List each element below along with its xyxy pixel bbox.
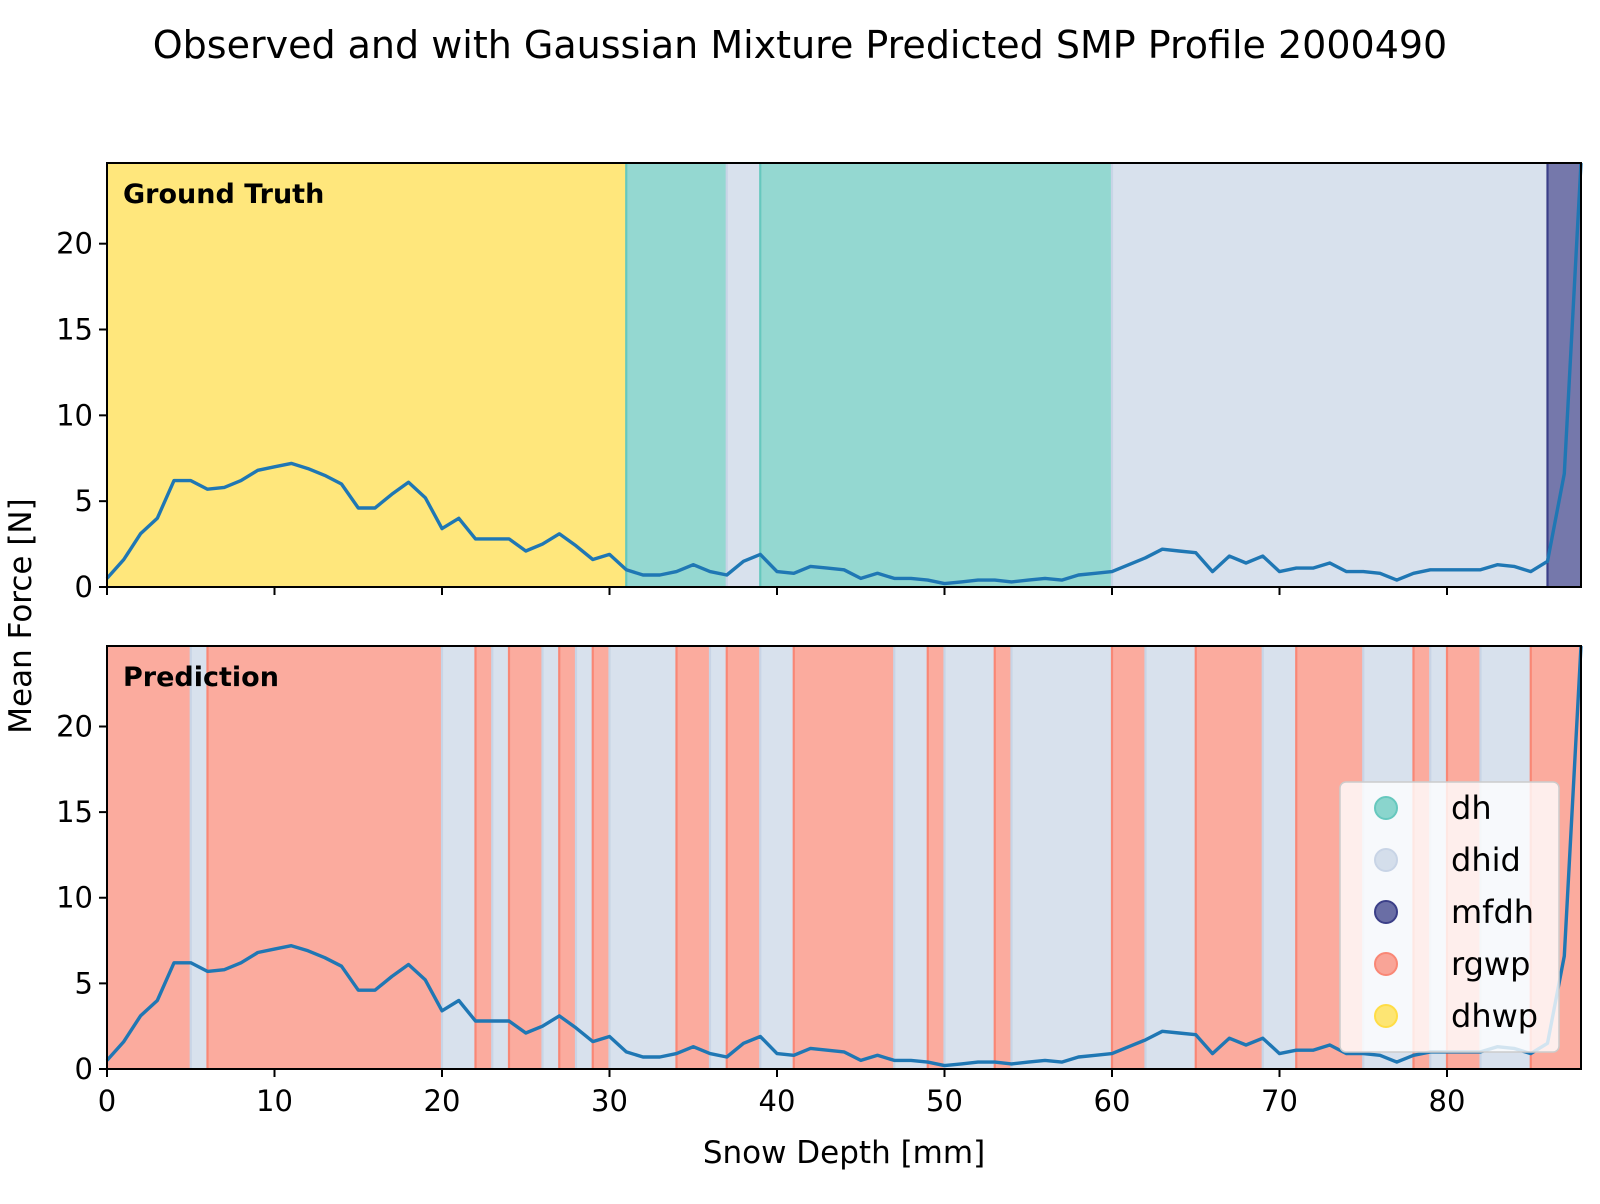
- segment-dhid: [190, 646, 208, 1069]
- legend-label-dhwp: dhwp: [1451, 997, 1538, 1035]
- chart-title: Observed and with Gaussian Mixture Predi…: [153, 23, 1448, 67]
- y-tick-label: 10: [56, 398, 93, 432]
- panel-0: 0 5 10 15 20 Ground Truth: [56, 162, 1583, 604]
- segment-rgwp: [107, 646, 191, 1069]
- segment-rgwp: [1195, 646, 1263, 1069]
- axes-frame: [106, 645, 1582, 1070]
- y-tick-label: 15: [56, 313, 93, 347]
- segment-dhid: [894, 646, 928, 1069]
- segment-dhid: [760, 646, 794, 1069]
- x-tick-label: 10: [256, 1084, 293, 1118]
- legend-marker-dh: [1374, 796, 1398, 820]
- legend-marker-dhwp: [1374, 1004, 1398, 1028]
- legend-label-mfdh: mfdh: [1451, 893, 1534, 931]
- legend-box: [1339, 781, 1560, 1053]
- segment-dh: [626, 163, 727, 587]
- legend-marker-mfdh: [1374, 900, 1398, 924]
- legend: dh dhid mfdh rgwp dhwp: [1339, 781, 1560, 1053]
- x-tick-label: 40: [759, 1084, 796, 1118]
- segment-dhid: [726, 163, 761, 587]
- y-tick-label: 0: [75, 570, 93, 604]
- y-tick-label: 5: [75, 484, 93, 518]
- panel-label: Ground Truth: [123, 179, 324, 210]
- segment-dhid: [710, 646, 727, 1069]
- x-axis-label: Snow Depth [mm]: [703, 1135, 985, 1171]
- segment-rgwp: [793, 646, 895, 1069]
- legend-marker-rgwp: [1374, 952, 1398, 976]
- segment-rgwp: [726, 646, 761, 1069]
- segment-dhid: [492, 646, 509, 1069]
- y-tick-label: 0: [75, 1052, 93, 1086]
- segment-rgwp: [559, 646, 576, 1069]
- x-tick-label: 70: [1261, 1084, 1298, 1118]
- segment-dhid: [1112, 163, 1548, 587]
- segment-dhid: [542, 646, 560, 1069]
- y-axis-label: Mean Force [N]: [3, 498, 39, 733]
- segment-rgwp: [475, 646, 493, 1069]
- segment-rgwp: [927, 646, 945, 1069]
- segment-mfdh: [1547, 163, 1581, 587]
- segment-dhid: [1145, 646, 1196, 1069]
- x-tick-label: 0: [98, 1084, 116, 1118]
- segment-dh: [760, 163, 1112, 587]
- x-tick-label: 20: [424, 1084, 461, 1118]
- segment-dhid: [442, 646, 476, 1069]
- segment-rgwp: [676, 646, 710, 1069]
- legend-label-dhid: dhid: [1451, 841, 1521, 879]
- segment-rgwp: [1112, 646, 1146, 1069]
- x-tick-label: 80: [1429, 1084, 1466, 1118]
- y-tick-label: 20: [56, 709, 93, 743]
- series-line: [105, 645, 1583, 1068]
- segment-dhid: [1262, 646, 1297, 1069]
- legend-label-rgwp: rgwp: [1451, 945, 1530, 983]
- segment-rgwp: [207, 646, 442, 1069]
- y-tick-label: 20: [56, 227, 93, 261]
- segment-dhid: [576, 646, 593, 1069]
- panel-label: Prediction: [123, 662, 279, 693]
- axes-frame: [106, 162, 1582, 588]
- segment-dhid: [609, 646, 677, 1069]
- segment-dhwp: [107, 163, 627, 587]
- segment-dhid: [944, 646, 995, 1069]
- segment-dhid: [1011, 646, 1112, 1069]
- legend-marker-dhid: [1374, 848, 1398, 872]
- y-tick-label: 10: [56, 881, 93, 915]
- y-tick-label: 5: [75, 966, 93, 1000]
- x-tick-label: 30: [591, 1084, 628, 1118]
- segment-rgwp: [592, 646, 610, 1069]
- series-line: [105, 162, 1583, 586]
- segment-rgwp: [509, 646, 543, 1069]
- x-tick-label: 50: [926, 1084, 963, 1118]
- x-tick-label: 60: [1094, 1084, 1131, 1118]
- legend-label-dh: dh: [1451, 789, 1492, 827]
- y-tick-label: 15: [56, 795, 93, 829]
- segment-rgwp: [994, 646, 1012, 1069]
